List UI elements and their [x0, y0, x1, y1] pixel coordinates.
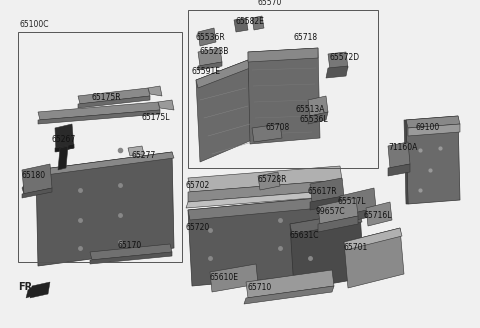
- Polygon shape: [128, 146, 144, 156]
- Polygon shape: [258, 172, 280, 190]
- Polygon shape: [340, 188, 376, 216]
- Polygon shape: [244, 286, 334, 304]
- Polygon shape: [22, 170, 38, 194]
- Polygon shape: [196, 60, 252, 162]
- Polygon shape: [344, 228, 404, 288]
- Polygon shape: [344, 228, 402, 250]
- Text: 71160A: 71160A: [388, 144, 418, 153]
- Polygon shape: [338, 208, 376, 224]
- Polygon shape: [248, 48, 318, 62]
- Text: 99657C: 99657C: [316, 208, 346, 216]
- Polygon shape: [78, 88, 150, 104]
- Polygon shape: [198, 48, 222, 66]
- Polygon shape: [408, 124, 460, 136]
- Text: 65517L: 65517L: [338, 197, 367, 207]
- Polygon shape: [196, 60, 250, 88]
- Text: 65728R: 65728R: [258, 175, 288, 184]
- Text: 65631C: 65631C: [290, 231, 320, 239]
- Polygon shape: [78, 96, 150, 108]
- Polygon shape: [366, 202, 392, 226]
- Polygon shape: [310, 178, 344, 202]
- Polygon shape: [188, 166, 342, 192]
- Polygon shape: [186, 190, 340, 208]
- Text: 65572D: 65572D: [330, 53, 360, 63]
- Polygon shape: [90, 252, 172, 264]
- Polygon shape: [326, 66, 348, 78]
- Polygon shape: [30, 282, 50, 298]
- Polygon shape: [406, 116, 460, 128]
- Polygon shape: [22, 188, 52, 198]
- Text: 65701: 65701: [344, 243, 368, 253]
- Text: 65170: 65170: [118, 240, 142, 250]
- Text: 65513A: 65513A: [295, 106, 324, 114]
- Polygon shape: [248, 48, 320, 144]
- Polygon shape: [290, 212, 362, 234]
- Polygon shape: [404, 120, 408, 204]
- Text: 65708: 65708: [265, 124, 289, 133]
- Polygon shape: [58, 146, 68, 170]
- Polygon shape: [26, 286, 34, 298]
- Polygon shape: [290, 212, 364, 290]
- Polygon shape: [308, 96, 328, 116]
- Polygon shape: [318, 198, 358, 224]
- Polygon shape: [388, 164, 410, 176]
- Bar: [188, 10, 378, 168]
- Text: 69100: 69100: [415, 124, 439, 133]
- Text: 65100C: 65100C: [20, 20, 49, 29]
- Polygon shape: [36, 152, 174, 266]
- Polygon shape: [148, 86, 162, 96]
- Polygon shape: [38, 110, 160, 124]
- Polygon shape: [22, 164, 52, 194]
- Text: 65718: 65718: [293, 32, 317, 42]
- Polygon shape: [158, 100, 174, 110]
- Polygon shape: [246, 270, 334, 298]
- Text: 65523B: 65523B: [200, 48, 229, 56]
- Text: 65175L: 65175L: [141, 113, 169, 122]
- Text: 65617R: 65617R: [308, 188, 337, 196]
- Text: 65610E: 65610E: [210, 274, 239, 282]
- Polygon shape: [406, 116, 460, 204]
- Bar: [18, 32, 182, 262]
- Text: 65710: 65710: [248, 283, 272, 293]
- Text: 65720: 65720: [186, 223, 210, 233]
- Polygon shape: [188, 196, 342, 220]
- Polygon shape: [310, 196, 344, 210]
- Text: FR.: FR.: [18, 282, 36, 292]
- Text: 65536R: 65536R: [196, 33, 226, 43]
- Polygon shape: [55, 144, 74, 152]
- Text: 65175R: 65175R: [91, 93, 120, 102]
- Polygon shape: [188, 180, 342, 202]
- Text: 65180: 65180: [22, 171, 46, 179]
- Polygon shape: [36, 152, 174, 176]
- Text: 65591E: 65591E: [192, 68, 221, 76]
- Polygon shape: [308, 112, 328, 124]
- Polygon shape: [388, 142, 410, 168]
- Polygon shape: [188, 196, 344, 286]
- Polygon shape: [210, 264, 258, 292]
- Polygon shape: [234, 18, 248, 32]
- Polygon shape: [90, 244, 172, 260]
- Polygon shape: [252, 16, 264, 30]
- Text: 65267: 65267: [52, 135, 76, 145]
- Text: 65702: 65702: [186, 180, 210, 190]
- Text: 65277: 65277: [132, 151, 156, 159]
- Polygon shape: [328, 52, 348, 70]
- Polygon shape: [198, 62, 222, 70]
- Text: 65716L: 65716L: [363, 211, 392, 219]
- Polygon shape: [318, 216, 358, 232]
- Polygon shape: [252, 124, 282, 142]
- Text: 65536L: 65536L: [300, 114, 329, 124]
- Text: 65570: 65570: [258, 0, 282, 7]
- Polygon shape: [55, 124, 74, 152]
- Polygon shape: [198, 28, 216, 46]
- Text: 65582E: 65582E: [236, 17, 265, 27]
- Polygon shape: [38, 102, 160, 120]
